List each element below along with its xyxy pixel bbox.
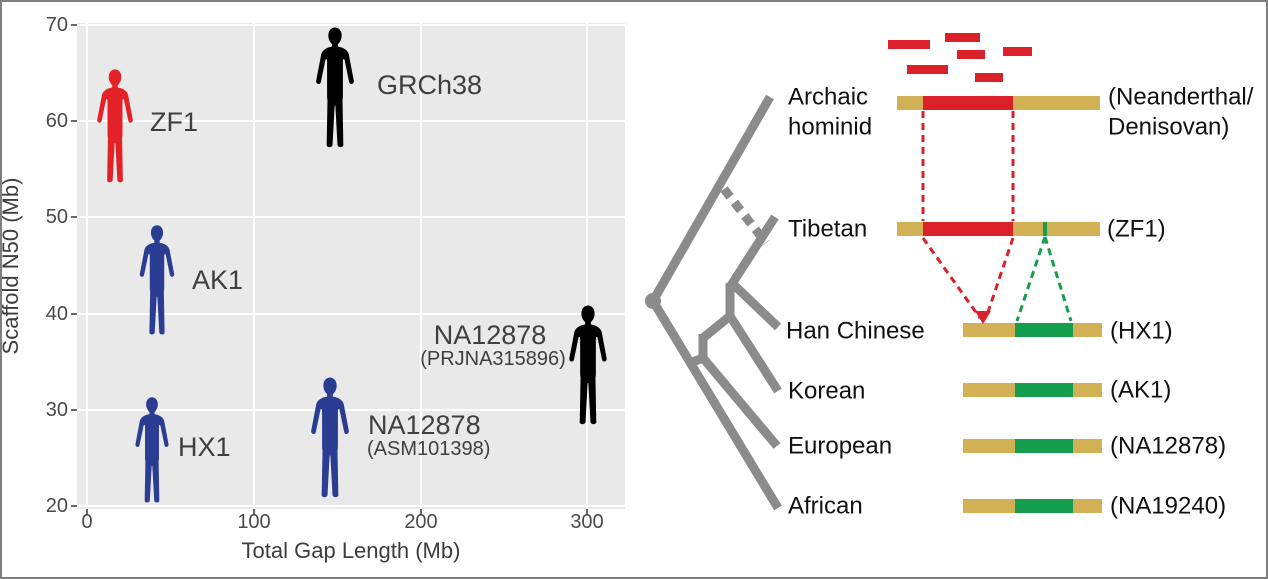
- accession-archaic-line1: (Neanderthal/: [1108, 84, 1254, 111]
- taxon-archaic-line1: Archaic: [788, 84, 868, 111]
- branch-african-spine: [649, 298, 782, 511]
- point-label-ak1: AK1: [192, 265, 243, 295]
- han-green-segment: [1015, 323, 1073, 337]
- european-green-segment: [1015, 439, 1073, 453]
- chromosome-korean: [963, 383, 1102, 397]
- chain-connector-2: [688, 353, 705, 368]
- phylogenetic-tree: [649, 94, 782, 511]
- phylogeny-diagram: Archaic hominid Tibetan Han Chinese Kore…: [645, 33, 1254, 520]
- branch-archaic: [649, 94, 774, 304]
- taxon-han-chinese: Han Chinese: [786, 318, 925, 345]
- x-tick-300: 300: [570, 511, 603, 533]
- green-dashed-connectors: [1015, 236, 1073, 322]
- x-axis-title: Total Gap Length (Mb): [242, 538, 461, 563]
- taxon-european: European: [788, 433, 892, 460]
- read-fragment: [957, 50, 985, 59]
- accession-han: (HX1): [1110, 318, 1173, 345]
- y-tick-70: 70: [46, 14, 68, 36]
- accession-european: (NA12878): [1110, 433, 1226, 460]
- chromosome-bars: [897, 96, 1102, 513]
- tibetan-green-insertion-point: [1043, 222, 1047, 236]
- taxon-tibetan: Tibetan: [788, 216, 867, 243]
- tree-root-node: [645, 293, 661, 309]
- read-fragment: [1003, 47, 1032, 56]
- accession-archaic-line2: Denisovan): [1108, 114, 1229, 141]
- tick-marks: [71, 24, 588, 515]
- taxon-african: African: [788, 493, 863, 520]
- y-tick-20: 20: [46, 495, 68, 517]
- y-tick-50: 50: [46, 206, 68, 228]
- branch-tibetan: [726, 214, 779, 290]
- read-fragment: [945, 33, 980, 42]
- taxon-archaic-line2: hominid: [788, 114, 872, 141]
- red-arrowhead: [975, 311, 991, 324]
- x-tick-200: 200: [404, 511, 437, 533]
- chromosome-han: [963, 323, 1102, 337]
- read-fragment: [975, 73, 1003, 82]
- taxon-korean: Korean: [788, 378, 865, 405]
- chromosome-tibetan: [897, 222, 1100, 236]
- chromosome-african: [963, 499, 1102, 513]
- x-tick-0: 0: [81, 511, 92, 533]
- point-label-na12878-prjna: NA12878: [434, 320, 547, 350]
- scatter-plot: 70 60 50 40 30 20 0 100 200 300 Total Ga…: [0, 14, 625, 563]
- accession-african: (NA19240): [1110, 493, 1226, 520]
- chromosome-archaic: [897, 96, 1100, 110]
- read-fragment: [888, 40, 930, 49]
- point-label-hx1: HX1: [178, 432, 231, 462]
- accession-korean: (AK1): [1110, 377, 1171, 404]
- branch-han: [729, 280, 782, 331]
- tibetan-red-segment: [923, 222, 1013, 236]
- accession-tibetan: (ZF1): [1107, 216, 1166, 243]
- point-sublabel-na12878-prjna: (PRJNA315896): [420, 348, 566, 370]
- african-green-segment: [1015, 499, 1073, 513]
- y-tick-30: 30: [46, 399, 68, 421]
- red-dashed-connectors: [921, 111, 1015, 319]
- chromosome-european: [963, 439, 1102, 453]
- korean-green-segment: [1015, 383, 1073, 397]
- point-label-grch38: GRCh38: [377, 70, 482, 100]
- y-tick-60: 60: [46, 110, 68, 132]
- introgression-dotted-line: [720, 186, 770, 246]
- point-label-zf1: ZF1: [150, 107, 198, 137]
- read-fragment: [907, 65, 948, 74]
- point-label-na12878-asm: NA12878: [368, 410, 481, 440]
- gridlines: [77, 23, 625, 509]
- branch-korean: [726, 313, 782, 394]
- point-sublabel-na12878-asm: (ASM101398): [367, 438, 490, 460]
- y-axis-title: Scaffold N50 (Mb): [0, 178, 23, 355]
- archaic-read-fragments: [888, 33, 1032, 82]
- y-tick-40: 40: [46, 303, 68, 325]
- branch-european: [699, 355, 781, 449]
- archaic-red-segment: [923, 96, 1013, 110]
- x-tick-100: 100: [237, 511, 270, 533]
